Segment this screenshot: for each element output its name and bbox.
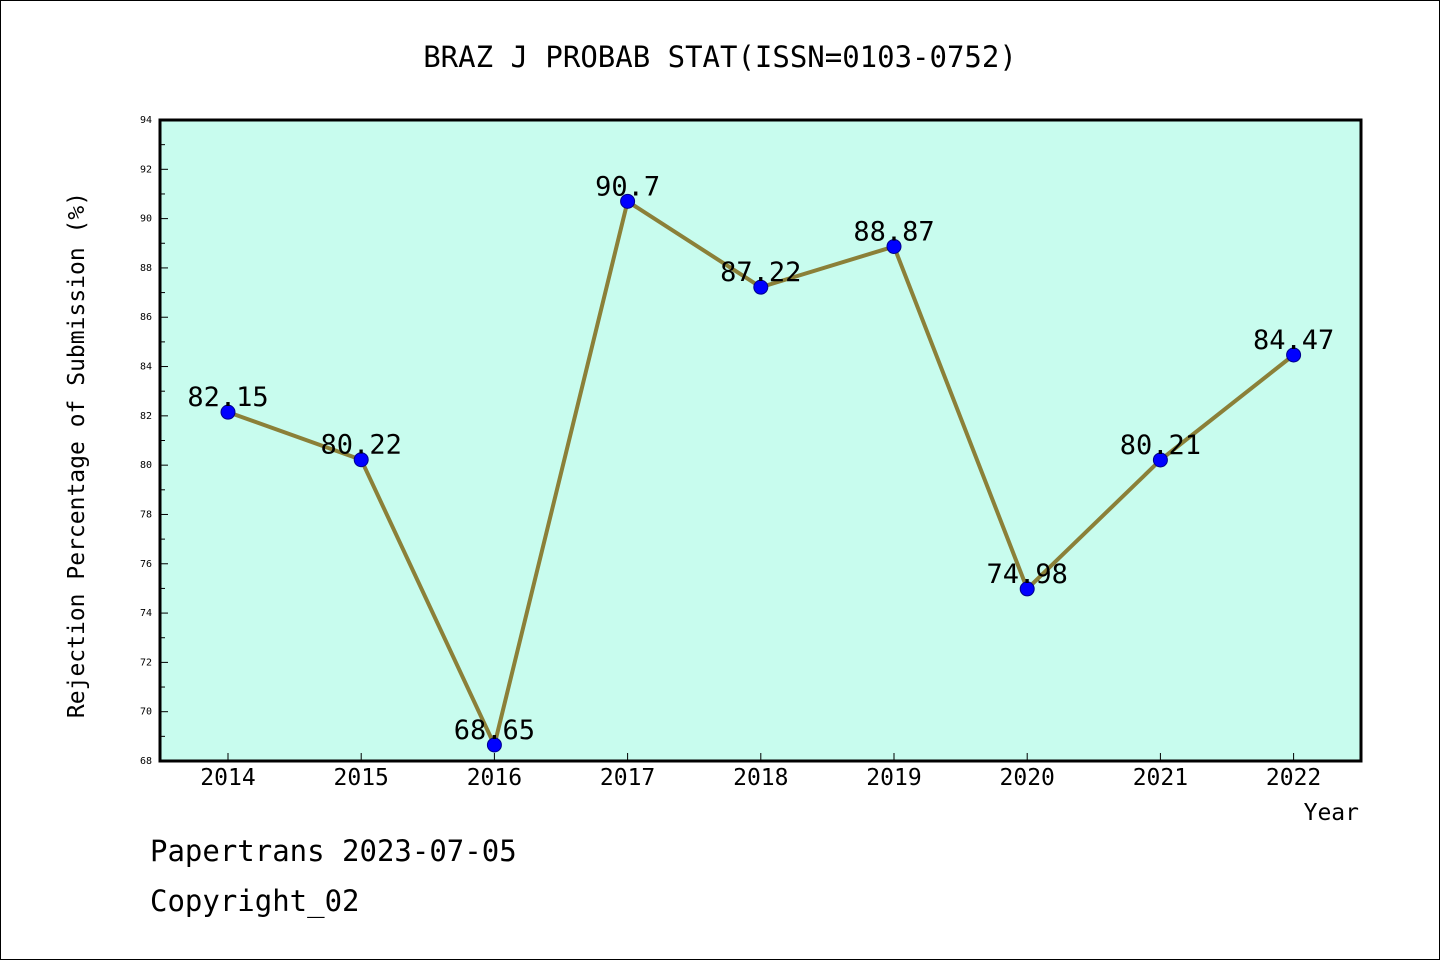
data-point-marker <box>1152 452 1168 468</box>
x-tick-label: 2014 <box>200 765 255 791</box>
data-label: 90.7 <box>595 171 660 202</box>
x-tick-label: 2019 <box>866 765 921 791</box>
data-point-marker <box>353 452 369 468</box>
y-axis: 68 70 72 74 76 78 80 82 84 86 88 90 92 94 <box>140 115 168 767</box>
y-tick-label: 88 <box>140 263 152 274</box>
data-label: 82.15 <box>187 382 268 413</box>
y-tick-label: 74 <box>140 608 152 619</box>
y-tick-label: 80 <box>140 460 152 471</box>
chart-title: BRAZ J PROBAB STAT(ISSN=0103-0752) <box>423 40 1017 74</box>
y-tick-label: 70 <box>140 707 152 718</box>
y-tick-label: 82 <box>140 411 152 422</box>
y-tick-label: 94 <box>140 115 152 126</box>
x-axis-label: Year <box>1304 800 1359 826</box>
y-tick-label: 92 <box>140 164 152 175</box>
series-marker-group <box>220 193 1302 753</box>
x-tick-label: 2020 <box>1000 765 1055 791</box>
x-tick-label: 2021 <box>1133 765 1188 791</box>
data-label: 88.87 <box>853 216 934 247</box>
y-tick-label: 76 <box>140 559 152 570</box>
footer-copyright-text: Copyright_02 <box>150 884 360 918</box>
x-tick-label: 2016 <box>467 765 522 791</box>
x-tick-label: 2017 <box>600 765 655 791</box>
y-tick-label: 78 <box>140 509 152 520</box>
x-axis: 2014 2015 2016 2017 2018 2019 2020 2021 2022 <box>200 753 1321 791</box>
data-label: 80.22 <box>321 430 402 461</box>
y-tick-label: 86 <box>140 312 152 323</box>
data-label-group: 82.15 80.22 68.65 90.7 87.22 88.87 74.98 80.21 8… <box>187 171 1334 746</box>
x-tick-label: 2018 <box>733 765 788 791</box>
x-tick-label: 2015 <box>334 765 389 791</box>
y-tick-label: 90 <box>140 214 152 225</box>
footer-date-text: Papertrans 2023-07-05 <box>150 834 517 868</box>
data-point-marker <box>486 737 502 753</box>
data-point-marker <box>1286 347 1302 363</box>
data-point-marker <box>1019 581 1035 597</box>
x-tick-label: 2022 <box>1266 765 1321 791</box>
plot-area <box>158 118 1363 763</box>
data-point-marker <box>220 404 236 420</box>
data-label: 87.22 <box>720 257 801 288</box>
y-tick-label: 84 <box>140 362 152 373</box>
data-label: 74.98 <box>987 559 1068 590</box>
data-label: 80.21 <box>1120 430 1201 461</box>
y-tick-label: 72 <box>140 657 152 668</box>
data-point-marker <box>886 238 902 254</box>
y-tick-label: 68 <box>140 756 152 767</box>
data-label: 84.47 <box>1253 325 1334 356</box>
data-point-marker <box>620 193 636 209</box>
data-label: 68.65 <box>454 715 535 746</box>
y-axis-label: Rejection Percentage of Submission (%) <box>64 192 90 718</box>
data-point-marker <box>753 279 769 295</box>
